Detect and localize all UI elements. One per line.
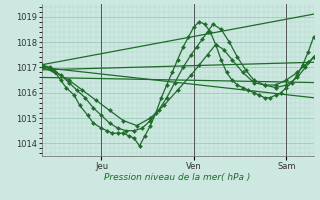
X-axis label: Pression niveau de la mer( hPa ): Pression niveau de la mer( hPa ) [104,173,251,182]
